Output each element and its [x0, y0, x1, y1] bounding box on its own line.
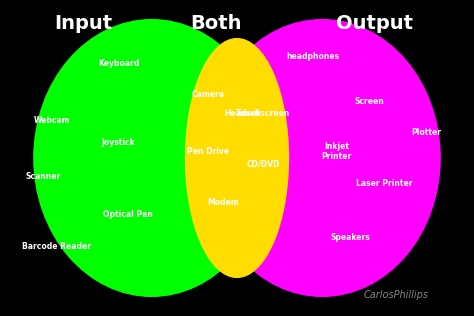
- Text: Touchscreen: Touchscreen: [236, 109, 290, 118]
- Text: Laser Printer: Laser Printer: [356, 179, 412, 188]
- Text: Camera: Camera: [192, 90, 225, 99]
- Text: Modem: Modem: [207, 198, 238, 207]
- Text: Barcode Reader: Barcode Reader: [22, 242, 91, 251]
- Text: CD/DVD: CD/DVD: [246, 160, 280, 169]
- Text: Scanner: Scanner: [25, 173, 60, 181]
- Text: headphones: headphones: [286, 52, 339, 61]
- Ellipse shape: [204, 19, 441, 297]
- Ellipse shape: [33, 19, 270, 297]
- Text: Plotter: Plotter: [411, 128, 442, 137]
- Text: Speakers: Speakers: [331, 233, 371, 241]
- Text: Both: Both: [190, 14, 241, 33]
- Text: CarlosPhillips: CarlosPhillips: [363, 290, 428, 300]
- Text: Keyboard: Keyboard: [98, 59, 139, 68]
- Text: Optical Pen: Optical Pen: [103, 210, 153, 219]
- Text: Headset: Headset: [224, 109, 260, 118]
- Text: Output: Output: [336, 14, 413, 33]
- Text: Screen: Screen: [355, 97, 384, 106]
- Text: Webcam: Webcam: [34, 116, 71, 125]
- Text: Joystick: Joystick: [101, 138, 136, 147]
- Ellipse shape: [185, 38, 289, 278]
- Text: Inkjet
Printer: Inkjet Printer: [321, 142, 352, 161]
- Text: Input: Input: [54, 14, 112, 33]
- Text: Pen Drive: Pen Drive: [188, 147, 229, 156]
